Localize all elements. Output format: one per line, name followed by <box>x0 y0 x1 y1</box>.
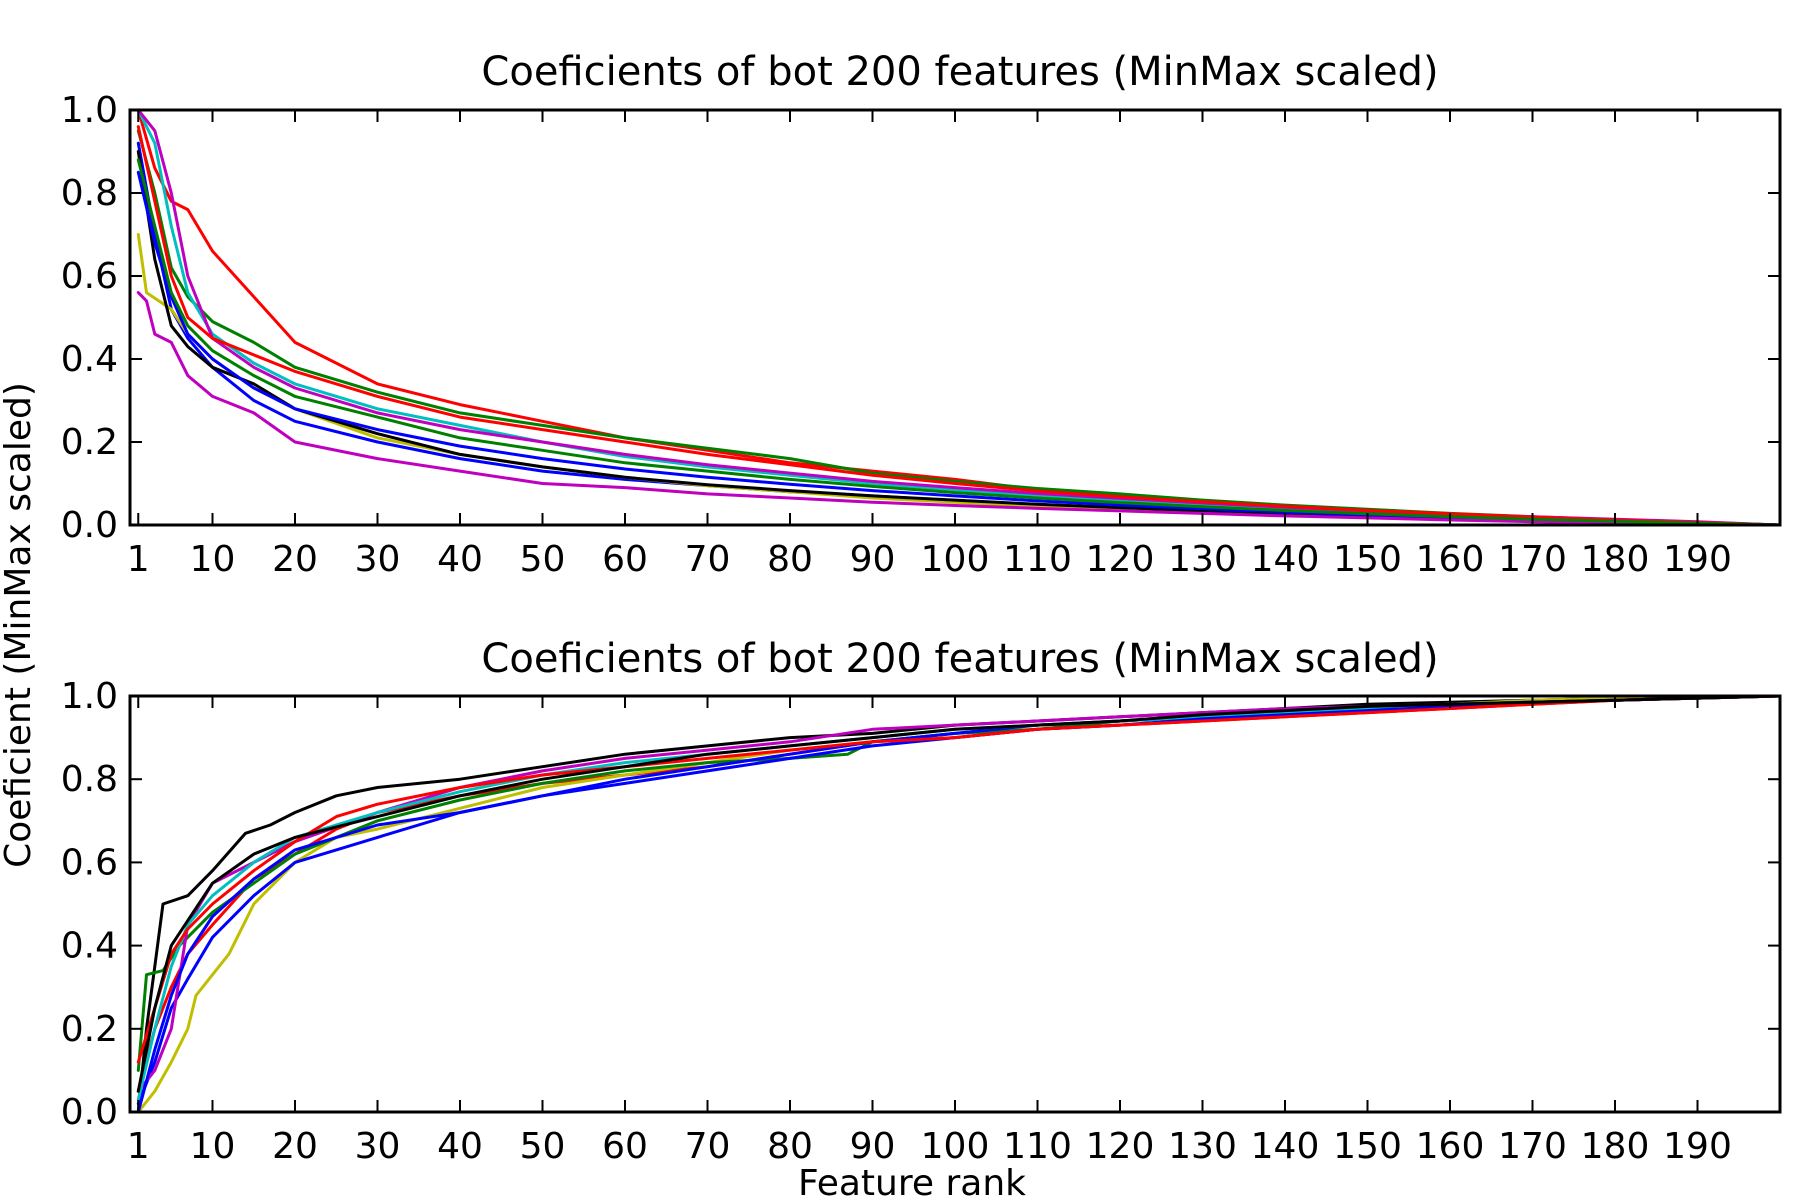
top-panel-y-tick-label: 0.0 <box>61 505 118 546</box>
bottom-panel-x-tick-label: 130 <box>1168 1126 1237 1167</box>
top-panel-x-tick-label: 50 <box>520 539 566 580</box>
bottom-panel-y-tick-label: 0.0 <box>61 1092 118 1133</box>
top-panel-x-tick-label: 30 <box>355 539 401 580</box>
bottom-panel-x-tick-label: 140 <box>1251 1126 1320 1167</box>
top-panel-x-tick-label: 140 <box>1251 539 1320 580</box>
bottom-panel-x-tick-label: 20 <box>272 1126 318 1167</box>
top-panel-x-tick-label: 160 <box>1416 539 1485 580</box>
bottom-panel-x-tick-label: 170 <box>1498 1126 1567 1167</box>
bottom-panel-x-tick-label: 160 <box>1416 1126 1485 1167</box>
bottom-panel-y-tick-label: 0.6 <box>61 842 118 883</box>
bottom-panel-x-tick-label: 1 <box>127 1126 150 1167</box>
x-axis-label: Feature rank <box>798 1163 1026 1200</box>
y-axis-label: Coeficient (MinMax scaled) <box>0 382 39 868</box>
top-panel-x-tick-label: 170 <box>1498 539 1567 580</box>
bottom-panel-x-tick-label: 10 <box>190 1126 236 1167</box>
top-panel-x-tick-label: 110 <box>1003 539 1072 580</box>
top-panel-y-tick-label: 1.0 <box>61 90 118 131</box>
top-panel-x-tick-label: 120 <box>1086 539 1155 580</box>
top-panel-x-tick-label: 70 <box>685 539 731 580</box>
bottom-panel-axes: 1 10 20 30 40 50 60 70 80 90 100 110 120 130 140 150 160… <box>61 676 1782 1167</box>
bottom-panel-x-tick-label: 90 <box>850 1126 896 1167</box>
top-panel-x-tick-label: 150 <box>1333 539 1402 580</box>
bottom-panel-y-tick-label: 0.4 <box>61 926 118 967</box>
top-panel-x-tick-label: 180 <box>1581 539 1650 580</box>
bottom-panel-x-tick-label: 120 <box>1086 1126 1155 1167</box>
top-panel-x-tick-label: 20 <box>272 539 318 580</box>
bottom-panel-x-tick-label: 70 <box>685 1126 731 1167</box>
bottom-panel-y-tick-label: 0.8 <box>61 759 118 800</box>
bottom-panel-series-line-9 <box>136 694 1782 1064</box>
top-panel-x-tick-label: 90 <box>850 539 896 580</box>
bottom-panel-y-tick-label: 0.2 <box>61 1009 118 1050</box>
top-panel-y-tick-label: 0.6 <box>61 256 118 297</box>
bottom-panel-x-tick-label: 100 <box>921 1126 990 1167</box>
bottom-panel-x-tick-label: 40 <box>437 1126 483 1167</box>
top-panel-x-tick-label: 130 <box>1168 539 1237 580</box>
top-panel-x-tick-label: 80 <box>767 539 813 580</box>
bottom-panel-series-line-1 <box>136 694 1782 1114</box>
top-panel-x-tick-label: 60 <box>602 539 648 580</box>
top-panel-x-tick-label: 10 <box>190 539 236 580</box>
top-panel-axes: 1 10 20 30 40 50 60 70 80 90 100 110 120 130 140 150 160… <box>61 90 1782 580</box>
bottom-panel-x-tick-label: 110 <box>1003 1126 1072 1167</box>
top-panel: Coeficients of bot 200 features (MinMax … <box>61 49 1782 580</box>
bottom-panel: Coeficients of bot 200 features (MinMax … <box>61 636 1782 1167</box>
bottom-panel-x-tick-label: 150 <box>1333 1126 1402 1167</box>
top-panel-y-tick-label: 0.8 <box>61 173 118 214</box>
bottom-panel-x-tick-label: 30 <box>355 1126 401 1167</box>
top-panel-y-tick-label: 0.4 <box>61 339 118 380</box>
top-panel-y-tick-label: 0.2 <box>61 422 118 463</box>
top-panel-x-tick-label: 190 <box>1663 539 1732 580</box>
bottom-panel-x-tick-label: 190 <box>1663 1126 1732 1167</box>
top-panel-x-tick-label: 100 <box>921 539 990 580</box>
top-panel-series-line-10 <box>136 291 1782 527</box>
top-panel-x-tick-label: 40 <box>437 539 483 580</box>
top-panel-x-tick-label: 1 <box>127 539 150 580</box>
bottom-panel-x-tick-label: 80 <box>767 1126 813 1167</box>
bottom-panel-x-tick-label: 50 <box>520 1126 566 1167</box>
bottom-panel-title: Coeficients of bot 200 features (MinMax … <box>481 636 1438 682</box>
bottom-panel-x-tick-label: 180 <box>1581 1126 1650 1167</box>
bottom-panel-y-tick-label: 1.0 <box>61 676 118 717</box>
bottom-panel-x-tick-label: 60 <box>602 1126 648 1167</box>
top-panel-title: Coeficients of bot 200 features (MinMax … <box>481 49 1438 95</box>
